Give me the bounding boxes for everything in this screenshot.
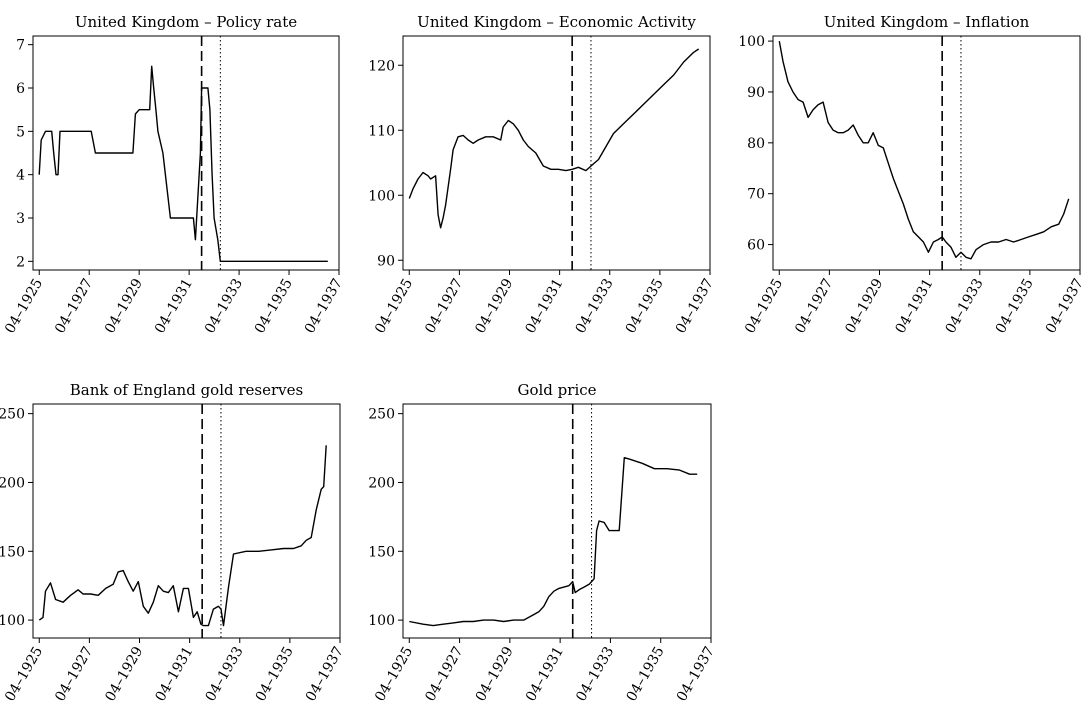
x-tick-label: 04–1931 [523, 644, 567, 702]
series-line [38, 65, 328, 262]
x-tick-label: 04–1929 [102, 644, 146, 702]
y-tick-label: 100 [368, 188, 395, 204]
chart-panel-inflation: United Kingdom – Inflation 60 70 80 90 100 04–… [738, 13, 1086, 336]
x-tick-label: 04–1937 [674, 644, 718, 702]
series-line [778, 40, 1070, 260]
x-tick-label: 04–1937 [673, 276, 717, 336]
y-tick-label: 3 [16, 211, 25, 227]
x-tick-label: 04–1933 [943, 276, 987, 336]
chart-title: United Kingdom – Inflation [824, 13, 1030, 31]
x-tick-label: 04–1935 [623, 276, 667, 336]
x-tick-label: 04–1929 [473, 644, 517, 702]
x-tick-label: 04–1927 [52, 644, 96, 702]
x-tick-label: 04–1931 [522, 276, 566, 336]
x-tick-label: 04–1935 [624, 644, 668, 702]
x-tick-label: 04–1933 [203, 644, 247, 702]
x-tick-label: 04–1933 [202, 276, 246, 336]
plot-frame [772, 35, 1081, 271]
series-line [409, 457, 698, 627]
y-tick-label: 200 [0, 475, 25, 491]
x-tick-label: 04–1925 [2, 276, 46, 336]
x-tick-label: 04–1931 [152, 644, 196, 702]
x-tick-label: 04–1933 [573, 644, 617, 702]
plot-frame [32, 403, 341, 639]
x-tick-label: 04–1929 [472, 276, 516, 336]
y-tick-label: 110 [368, 123, 395, 139]
plot-frame [402, 35, 711, 271]
y-tick-label: 7 [16, 38, 25, 54]
chart-panel-gold_reserves: Bank of England gold reserves 100 150 200 25… [0, 381, 347, 702]
y-tick-label: 120 [368, 58, 395, 74]
x-tick-label: 04–1937 [1043, 276, 1086, 336]
x-tick-label: 04–1935 [993, 276, 1037, 336]
y-tick-label: 100 [738, 34, 765, 50]
y-tick-label: 2 [16, 254, 25, 270]
y-tick-label: 80 [747, 136, 765, 152]
y-tick-label: 200 [368, 475, 395, 491]
y-tick-label: 150 [0, 544, 25, 560]
x-tick-label: 04–1927 [422, 276, 466, 336]
plot-frame [32, 35, 340, 271]
x-tick-label: 04–1925 [2, 644, 46, 702]
x-tick-label: 04–1937 [302, 276, 346, 336]
x-tick-label: 04–1931 [892, 276, 936, 336]
x-tick-label: 04–1935 [252, 276, 296, 336]
x-tick-label: 04–1933 [573, 276, 617, 336]
y-tick-label: 4 [16, 168, 25, 184]
series-line [408, 48, 700, 229]
chart-panel-policy_rate: United Kingdom – Policy rate 2 3 4 5 6 7 04–192… [2, 13, 346, 336]
x-tick-label: 04–1931 [152, 276, 196, 336]
x-tick-label: 04–1929 [102, 276, 146, 336]
chart-title: United Kingdom – Economic Activity [417, 13, 696, 31]
y-tick-label: 5 [16, 124, 25, 140]
chart-title: Gold price [517, 381, 596, 399]
series-line [38, 445, 327, 627]
y-tick-label: 250 [368, 407, 395, 423]
y-tick-label: 150 [368, 544, 395, 560]
x-tick-label: 04–1927 [792, 276, 836, 336]
y-tick-label: 70 [747, 187, 765, 203]
y-tick-label: 60 [747, 238, 765, 254]
y-tick-label: 90 [377, 253, 395, 269]
x-tick-label: 04–1935 [253, 644, 297, 702]
x-tick-label: 04–1927 [422, 644, 466, 702]
x-tick-label: 04–1925 [742, 276, 786, 336]
x-tick-label: 04–1927 [52, 276, 96, 336]
x-tick-label: 04–1937 [303, 644, 347, 702]
y-tick-label: 250 [0, 407, 25, 423]
plot-frame [402, 403, 712, 639]
y-tick-label: 6 [16, 81, 25, 97]
x-tick-label: 04–1929 [842, 276, 886, 336]
y-tick-label: 100 [368, 613, 395, 629]
y-tick-label: 100 [0, 613, 25, 629]
x-tick-label: 04–1925 [372, 276, 416, 336]
chart-title: Bank of England gold reserves [70, 381, 303, 399]
chart-panel-economic_activity: United Kingdom – Economic Activity 90 100 1… [368, 13, 717, 336]
chart-title: United Kingdom – Policy rate [75, 13, 297, 31]
y-tick-label: 90 [747, 85, 765, 101]
x-tick-label: 04–1925 [372, 644, 416, 702]
